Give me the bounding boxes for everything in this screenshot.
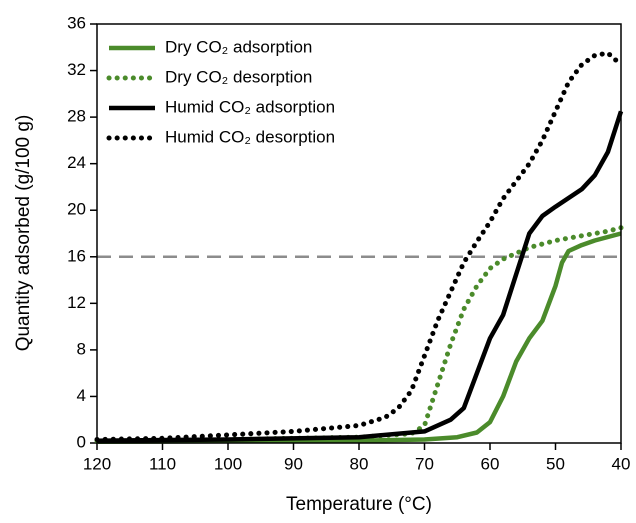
y-tick-label: 32 <box>67 60 86 79</box>
legend-label: Humid CO₂ adsorption <box>165 97 335 116</box>
x-tick-label: 40 <box>612 454 631 473</box>
y-tick-label: 0 <box>77 432 86 451</box>
y-axis-title: Quantity adsorbed (g/100 g) <box>13 115 34 352</box>
series-line <box>96 110 624 443</box>
legend-label: Humid CO₂ desorption <box>165 127 335 146</box>
y-tick-label: 4 <box>77 386 86 405</box>
y-tick-label: 28 <box>67 107 86 126</box>
series-line <box>94 50 624 442</box>
y-tick-label: 24 <box>67 153 86 172</box>
x-axis-title: Temperature (°C) <box>286 494 432 515</box>
x-tick-label: 70 <box>415 454 434 473</box>
x-tick-label: 80 <box>350 454 369 473</box>
plot-frame <box>96 23 622 444</box>
y-tick-label: 16 <box>67 246 86 265</box>
x-tick-label: 120 <box>83 454 111 473</box>
legend-label: Dry CO₂ adsorption <box>165 37 312 56</box>
y-tick-label: 36 <box>67 13 86 32</box>
series-line <box>94 225 624 444</box>
x-tick-label: 60 <box>481 454 500 473</box>
x-tick-label: 110 <box>149 454 176 473</box>
y-tick-label: 20 <box>67 200 86 219</box>
legend-label: Dry CO₂ desorption <box>165 67 312 86</box>
y-tick-label: 12 <box>67 293 86 312</box>
y-tick-label: 8 <box>77 339 86 358</box>
x-tick-label: 50 <box>546 454 565 473</box>
x-tick-label: 100 <box>214 454 242 473</box>
series-line <box>96 231 622 445</box>
x-tick-label: 90 <box>284 454 303 473</box>
